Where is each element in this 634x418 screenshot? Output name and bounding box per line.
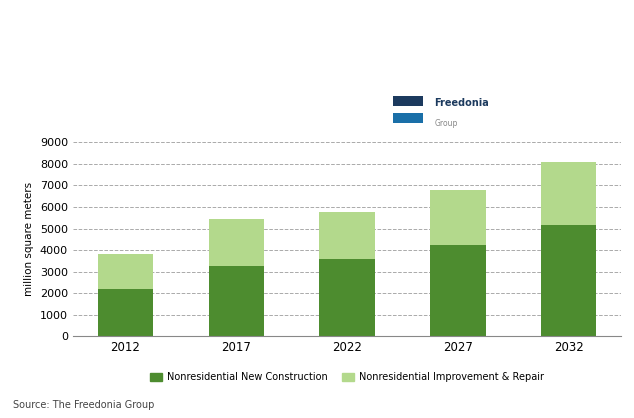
Bar [320, 259, 375, 336]
Text: Freedonia: Freedonia [434, 98, 489, 108]
Bar [393, 113, 423, 123]
Y-axis label: million square meters: million square meters [24, 182, 34, 296]
Text: Source: The Freedonia Group: Source: The Freedonia Group [13, 400, 154, 410]
Bar [98, 289, 153, 336]
Bar [541, 161, 597, 225]
Bar [209, 266, 264, 336]
Bar [320, 212, 375, 259]
Legend: Nonresidential New Construction, Nonresidential Improvement & Repair: Nonresidential New Construction, Nonresi… [146, 368, 548, 386]
Bar [209, 219, 264, 266]
Bar [430, 245, 486, 336]
Bar [393, 96, 409, 106]
Bar [393, 96, 423, 106]
Bar [430, 190, 486, 245]
Bar [541, 225, 597, 336]
Bar [98, 255, 153, 289]
Text: Figure 3-6.
Global Nonresidential Drywall Demand by Application,
2012, 2017, 202: Figure 3-6. Global Nonresidential Drywal… [11, 8, 344, 61]
Text: Group: Group [434, 119, 458, 127]
